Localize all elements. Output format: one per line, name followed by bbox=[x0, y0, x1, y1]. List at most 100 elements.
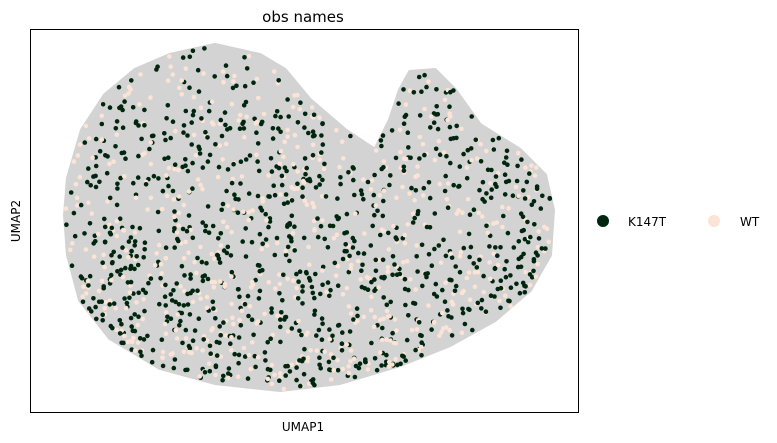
point-k147t bbox=[435, 294, 440, 299]
point-k147t bbox=[311, 291, 316, 296]
point-wt bbox=[270, 363, 275, 368]
point-wt bbox=[394, 195, 399, 200]
point-k147t bbox=[265, 340, 270, 345]
point-k147t bbox=[528, 272, 533, 277]
point-wt bbox=[219, 243, 224, 248]
point-k147t bbox=[278, 317, 283, 322]
point-k147t bbox=[139, 353, 144, 358]
point-k147t bbox=[154, 67, 159, 72]
point-k147t bbox=[403, 303, 408, 308]
point-wt bbox=[218, 143, 223, 148]
point-k147t bbox=[278, 325, 283, 330]
point-k147t bbox=[271, 126, 276, 131]
chart-title: obs names bbox=[262, 8, 344, 26]
point-k147t bbox=[320, 321, 325, 326]
point-k147t bbox=[166, 103, 171, 108]
point-k147t bbox=[338, 175, 343, 180]
point-wt bbox=[196, 177, 201, 182]
point-k147t bbox=[515, 164, 520, 169]
point-wt bbox=[192, 133, 197, 138]
point-k147t bbox=[133, 239, 138, 244]
point-k147t bbox=[475, 265, 480, 270]
point-k147t bbox=[313, 309, 318, 314]
point-k147t bbox=[207, 109, 212, 114]
point-k147t bbox=[467, 232, 472, 237]
point-k147t bbox=[94, 137, 99, 142]
point-wt bbox=[100, 279, 105, 284]
point-wt bbox=[384, 337, 389, 342]
point-k147t bbox=[395, 272, 400, 277]
point-k147t bbox=[83, 140, 88, 145]
point-k147t bbox=[144, 182, 149, 187]
point-k147t bbox=[190, 161, 195, 166]
point-wt bbox=[369, 187, 374, 192]
point-k147t bbox=[236, 210, 241, 215]
point-wt bbox=[134, 300, 139, 305]
point-k147t bbox=[390, 331, 395, 336]
point-wt bbox=[281, 155, 286, 160]
point-k147t bbox=[109, 232, 114, 237]
point-wt bbox=[222, 285, 227, 290]
point-wt bbox=[166, 78, 171, 83]
point-k147t bbox=[132, 243, 137, 248]
point-k147t bbox=[363, 360, 368, 365]
point-wt bbox=[500, 225, 505, 230]
point-k147t bbox=[162, 131, 167, 136]
point-k147t bbox=[283, 364, 288, 369]
point-k147t bbox=[434, 104, 439, 109]
point-k147t bbox=[514, 282, 519, 287]
point-k147t bbox=[437, 243, 442, 248]
point-wt bbox=[365, 275, 370, 280]
point-k147t bbox=[447, 104, 452, 109]
point-k147t bbox=[327, 327, 332, 332]
point-k147t bbox=[278, 115, 283, 120]
point-k147t bbox=[422, 186, 427, 191]
point-k147t bbox=[141, 255, 146, 260]
point-wt bbox=[70, 241, 75, 246]
point-k147t bbox=[257, 169, 262, 174]
point-k147t bbox=[417, 320, 422, 325]
point-k147t bbox=[403, 287, 408, 292]
point-k147t bbox=[409, 186, 414, 191]
point-wt bbox=[315, 348, 320, 353]
point-k147t bbox=[302, 236, 307, 241]
point-wt bbox=[523, 270, 528, 275]
point-k147t bbox=[145, 334, 150, 339]
point-k147t bbox=[507, 179, 512, 184]
point-k147t bbox=[122, 99, 127, 104]
point-wt bbox=[533, 173, 538, 178]
point-k147t bbox=[331, 356, 336, 361]
point-wt bbox=[528, 283, 533, 288]
point-k147t bbox=[217, 341, 222, 346]
point-k147t bbox=[287, 234, 292, 239]
point-k147t bbox=[312, 113, 317, 118]
point-wt bbox=[496, 263, 501, 268]
point-k147t bbox=[254, 130, 259, 135]
point-k147t bbox=[94, 185, 99, 190]
point-k147t bbox=[164, 116, 169, 121]
point-k147t bbox=[493, 245, 498, 250]
point-wt bbox=[126, 255, 131, 260]
point-k147t bbox=[275, 109, 280, 114]
point-k147t bbox=[317, 174, 322, 179]
point-k147t bbox=[109, 253, 114, 258]
point-k147t bbox=[477, 188, 482, 193]
point-k147t bbox=[257, 296, 262, 301]
point-k147t bbox=[147, 147, 152, 152]
point-wt bbox=[198, 245, 203, 250]
point-k147t bbox=[354, 364, 359, 369]
point-wt bbox=[184, 66, 189, 71]
point-k147t bbox=[417, 156, 422, 161]
point-wt bbox=[159, 262, 164, 267]
point-k147t bbox=[113, 144, 118, 149]
point-k147t bbox=[283, 373, 288, 378]
point-k147t bbox=[449, 315, 454, 320]
point-k147t bbox=[440, 288, 445, 293]
point-k147t bbox=[341, 257, 346, 262]
point-k147t bbox=[260, 208, 265, 213]
point-k147t bbox=[109, 273, 114, 278]
point-k147t bbox=[540, 246, 545, 251]
point-k147t bbox=[224, 63, 229, 68]
point-wt bbox=[285, 128, 290, 133]
point-k147t bbox=[197, 89, 202, 94]
